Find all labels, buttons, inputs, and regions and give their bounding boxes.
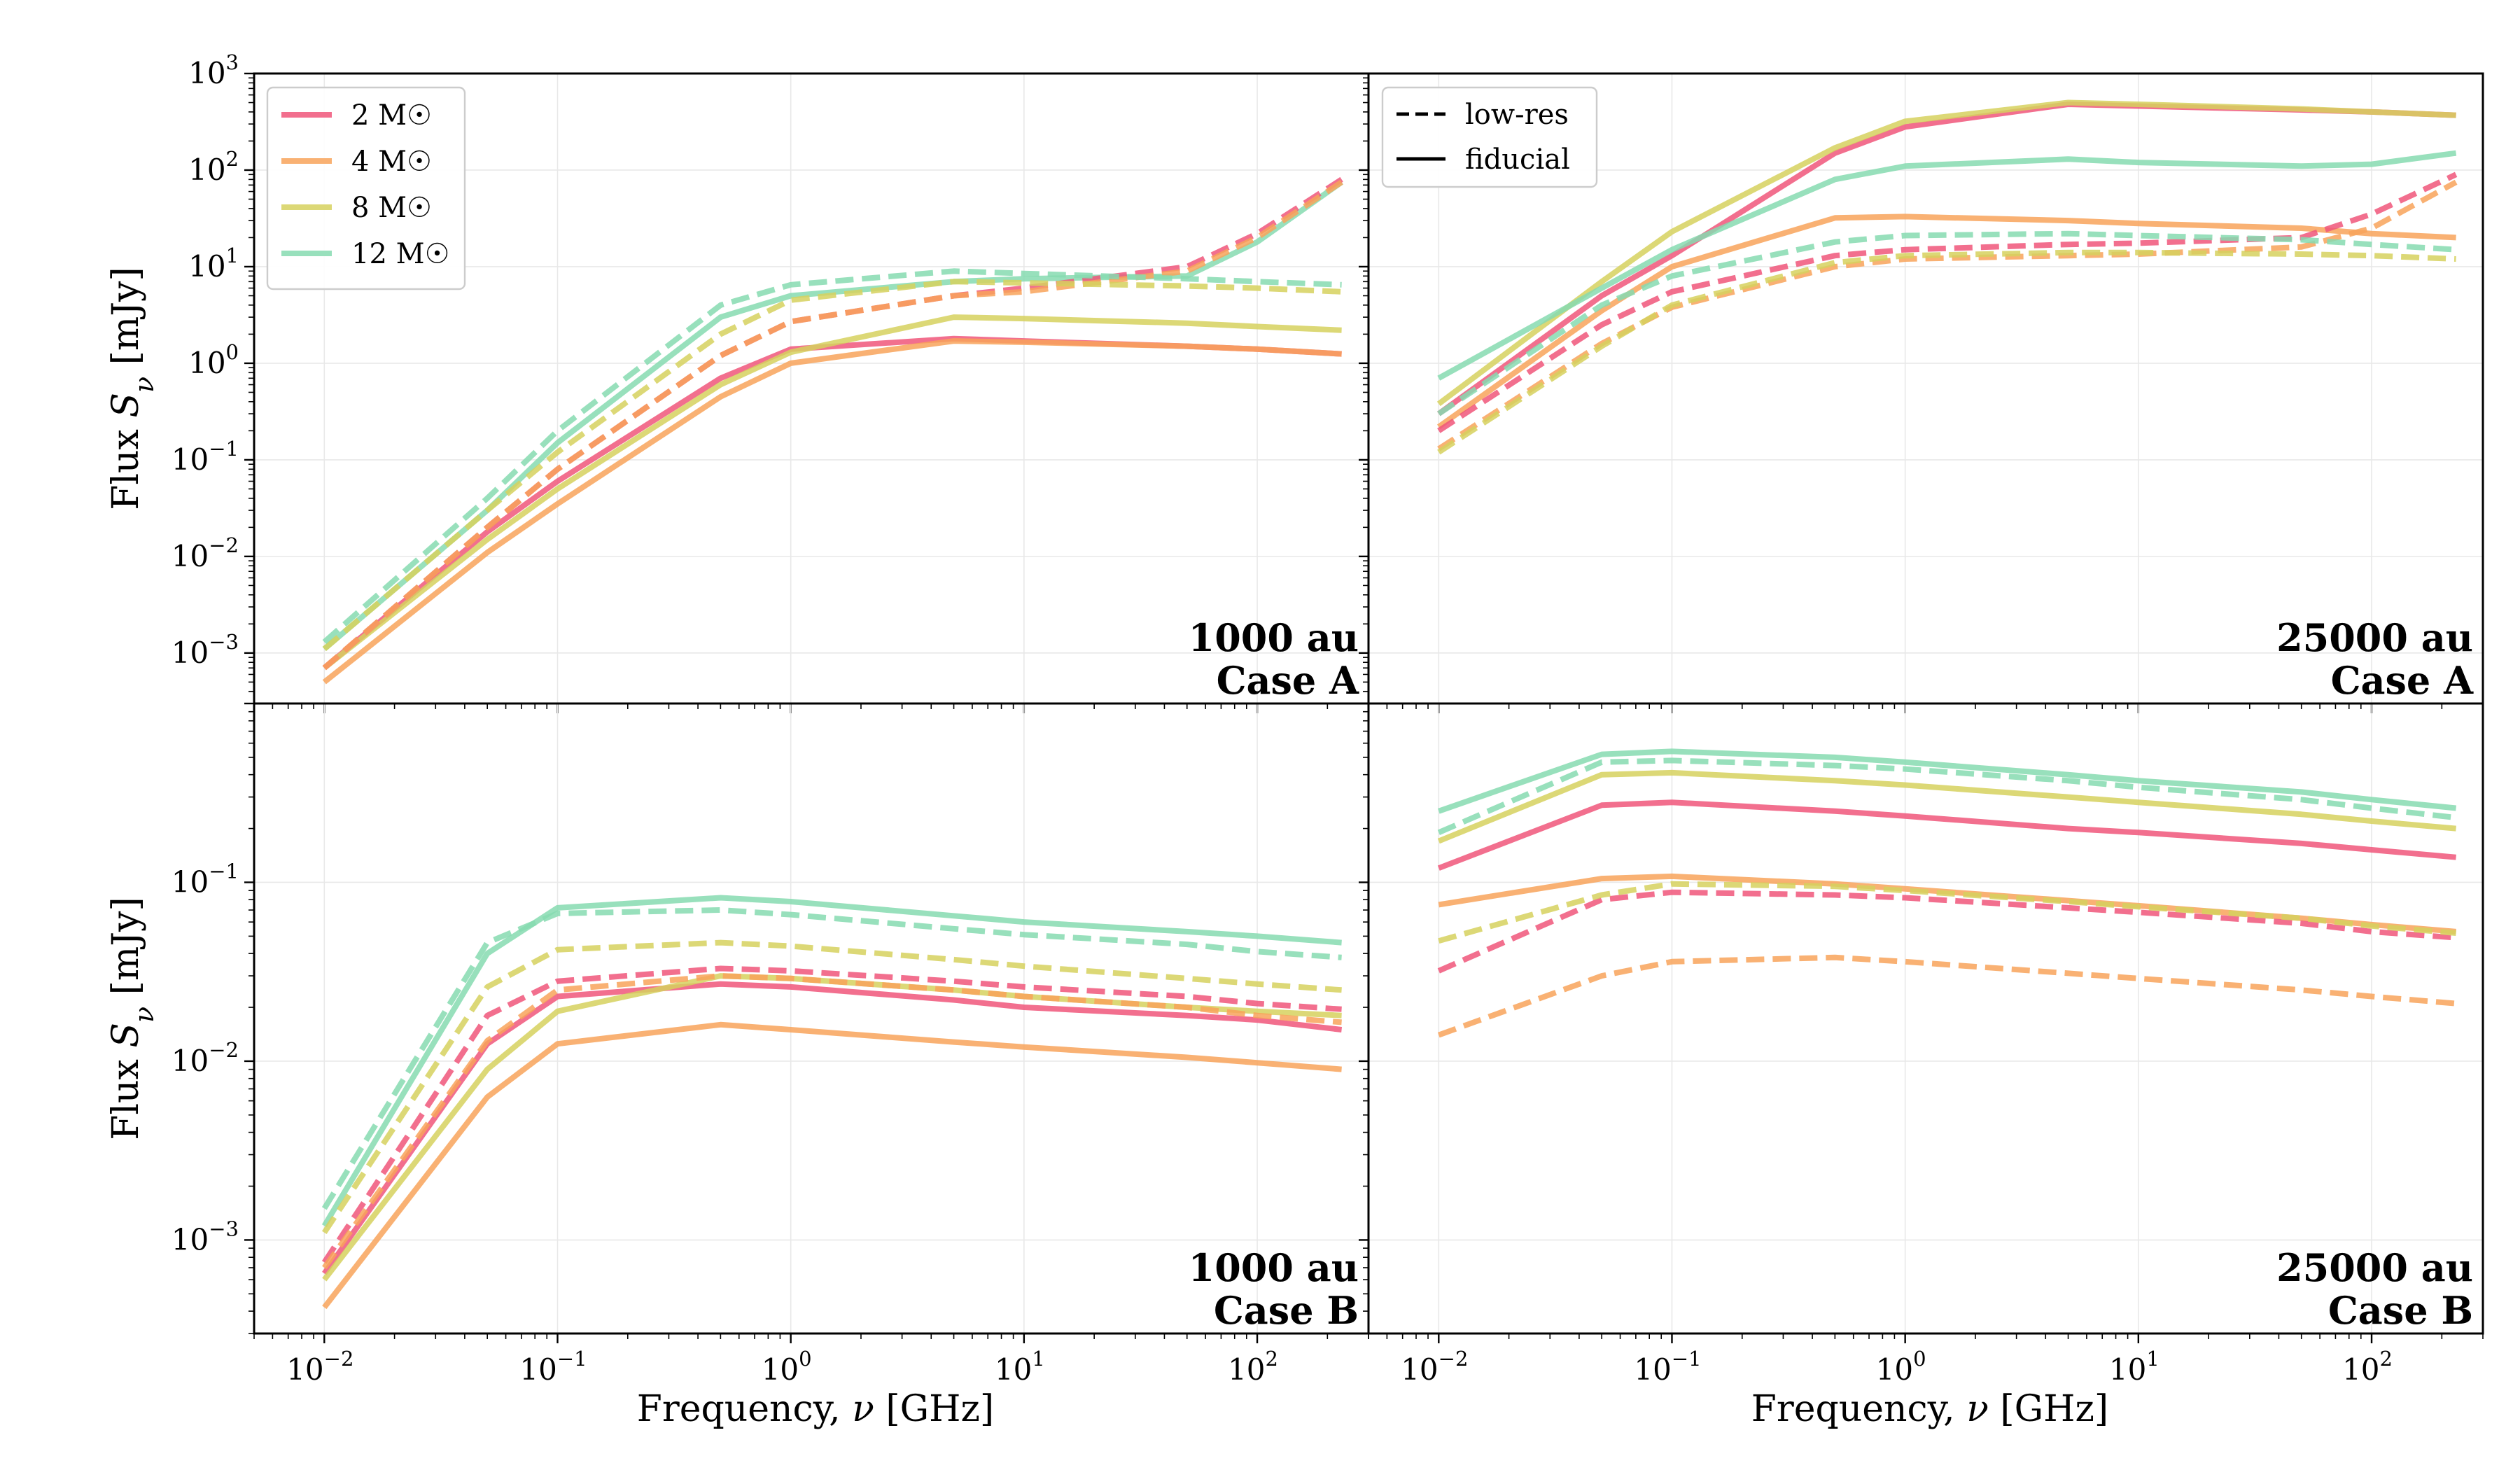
panel-label-scale: 1000 au: [1189, 615, 1359, 660]
panel-label-scale: 25000 au: [2276, 1245, 2473, 1290]
series-line-8msun-dashed: [1438, 881, 2456, 944]
x-axis-label-left: Frequency, ν [GHz]: [637, 1388, 994, 1430]
legend-mass: 2 M☉ 4 M☉ 8 M☉ 12 M☉: [266, 86, 466, 290]
series-line-4msun-dashed: [1437, 179, 2458, 451]
series-line-4msun-dashed: [1437, 954, 2456, 1038]
series-line-2msun-solid: [322, 981, 1343, 1275]
x-tick-label: 102: [2342, 1347, 2393, 1387]
series-group: [1436, 99, 2458, 455]
series-line-4msun-solid: [322, 1021, 1342, 1310]
legend-mass-box: [266, 86, 466, 290]
axes-frame: [1367, 702, 2484, 1335]
panel-label-case: Case A: [2331, 658, 2474, 703]
legend-mass-label: 4 M☉: [351, 146, 432, 178]
legend-mass-entry: 2 M☉: [281, 99, 432, 132]
panel-label-scale: 25000 au: [2276, 615, 2473, 660]
series-line-12msun-dashed: [322, 268, 1342, 645]
panel-label-case: Case A: [1217, 658, 1360, 703]
legends-group: 2 M☉ 4 M☉ 8 M☉ 12 M☉ low-res fiducial: [266, 86, 1598, 290]
series-line-4msun-solid: [1436, 214, 2456, 429]
y-tick-label: 10−2: [172, 1038, 239, 1078]
legend-style-label: fiducial: [1465, 144, 1570, 176]
y-tick-label: 10−3: [172, 1217, 239, 1256]
x-tick-label: 100: [762, 1347, 812, 1387]
legend-style: low-res fiducial: [1381, 86, 1598, 188]
series-group: [1437, 748, 2457, 1038]
legend-mass-label: 8 M☉: [351, 192, 432, 224]
panel-label-case: Case B: [1214, 1288, 1359, 1333]
series-line-8msun-solid: [1437, 769, 2456, 844]
series-line-8msun-solid: [1436, 99, 2456, 407]
x-tick-label: 100: [1876, 1347, 1926, 1387]
x-tick-label: 101: [995, 1347, 1045, 1387]
panel-label-scale: 1000 au: [1189, 1245, 1359, 1290]
x-tick-label: 10−2: [1401, 1347, 1468, 1387]
x-axis-label-right: Frequency, ν [GHz]: [1751, 1388, 2108, 1430]
series-line-12msun-dashed: [321, 907, 1342, 1210]
x-ticks: 10−2 10−1 100 101 102: [253, 1334, 1369, 1387]
legend-mass-label: 12 M☉: [351, 238, 449, 270]
axis-labels-group: Flux Sν [mJy] Flux Sν [mJy] Frequency, ν…: [105, 267, 2108, 1430]
panel-label-case: Case B: [2328, 1288, 2473, 1333]
series-line-12msun-solid: [1437, 150, 2457, 381]
legend-style-entry: fiducial: [1396, 144, 1570, 176]
y-tick-label: 102: [188, 147, 239, 187]
legend-mass-label: 2 M☉: [351, 99, 432, 132]
x-tick-label: 10−1: [1634, 1347, 1701, 1387]
y-ticks: 10−3 10−2 10−1: [172, 702, 254, 1334]
y-tick-label: 100: [188, 340, 239, 380]
y-tick-label: 103: [188, 50, 239, 90]
x-ticks: [1368, 704, 2484, 713]
y-tick-label: 10−1: [172, 437, 239, 477]
series-line-8msun-dashed: [322, 279, 1342, 652]
series-group: [322, 176, 1343, 685]
series-line-2msun-dashed: [1437, 889, 2456, 974]
series-line-2msun-dashed: [1437, 172, 2458, 433]
y-ticks: [1359, 702, 1368, 1334]
legend-style-label: low-res: [1465, 99, 1569, 131]
x-tick-label: 10−1: [519, 1347, 587, 1387]
y-tick-label: 101: [188, 244, 239, 284]
x-tick-label: 10−2: [286, 1347, 354, 1387]
series-line-4msun-solid: [322, 338, 1342, 685]
series-line-4msun-dashed: [322, 179, 1343, 671]
x-ticks: 10−2 10−1 100 101 102: [1368, 1334, 2484, 1387]
series-group: [321, 895, 1343, 1310]
series-line-8msun-solid: [322, 973, 1342, 1282]
series-line-4msun-dashed: [322, 973, 1342, 1270]
series-line-2msun-dashed: [322, 176, 1343, 671]
series-line-2msun-dashed: [321, 965, 1342, 1264]
series-line-8msun-dashed: [321, 939, 1342, 1235]
y-axis-label-top: Flux Sν [mJy]: [105, 267, 160, 510]
y-tick-label: 10−2: [172, 533, 239, 573]
x-ticks: [253, 704, 1369, 713]
legend-mass-entry: 12 M☉: [281, 238, 449, 270]
legend-mass-entry: 4 M☉: [281, 146, 432, 178]
grid: [1368, 703, 2483, 1334]
series-line-8msun-solid: [322, 314, 1342, 671]
legend-mass-entry: 8 M☉: [281, 192, 432, 224]
x-tick-label: 101: [2109, 1347, 2160, 1387]
legend-style-entry: low-res: [1396, 99, 1569, 131]
x-tick-label: 102: [1228, 1347, 1278, 1387]
series-line-12msun-dashed: [1437, 757, 2457, 835]
y-axis-label-bottom: Flux Sν [mJy]: [105, 897, 160, 1140]
series-line-2msun-solid: [1437, 799, 2456, 871]
y-tick-label: 10−3: [172, 630, 239, 670]
panel-1000au-case-b: 10−3 10−2 10−1 10−2 10−1 100 101 102 1000 auCase…: [172, 702, 1370, 1387]
series-line-12msun-solid: [322, 179, 1343, 652]
series-line-8msun-dashed: [1437, 249, 2456, 455]
y-ticks: 10−3 10−2 10−1 100 101 102 103: [172, 50, 254, 704]
y-ticks: [1359, 72, 1368, 704]
y-tick-label: 10−1: [172, 859, 239, 899]
series-line-12msun-dashed: [1437, 230, 2456, 416]
series-line-12msun-solid: [1437, 748, 2457, 814]
